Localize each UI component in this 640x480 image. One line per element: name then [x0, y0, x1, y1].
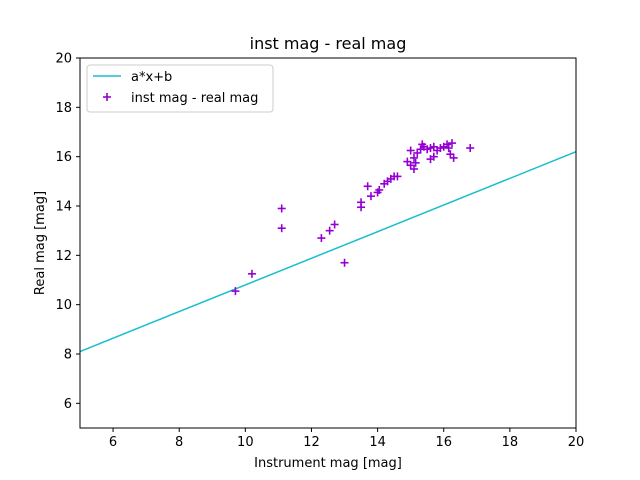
plot-frame — [79, 57, 577, 429]
scatter-point — [277, 224, 286, 233]
chart-title: inst mag - real mag — [250, 34, 407, 53]
y-axis-label: Real mag [mag] — [33, 191, 48, 295]
y-tick-label: 18 — [55, 101, 72, 116]
y-tick-label: 10 — [55, 298, 72, 313]
scatter-point — [375, 185, 384, 194]
y-tick-label: 8 — [64, 348, 72, 363]
scatter-point — [330, 220, 339, 229]
scatter-point — [277, 204, 286, 213]
x-tick-label: 20 — [568, 435, 585, 450]
scatter-point — [317, 234, 326, 243]
scatter-point — [340, 258, 349, 267]
scatter-point — [443, 140, 452, 149]
series-layer — [80, 139, 576, 353]
x-tick-label: 12 — [303, 435, 320, 450]
y-axis: 6 8 10 12 14 16 18 20 — [55, 52, 80, 412]
y-tick-label: 14 — [55, 200, 72, 215]
scatter-point — [357, 198, 366, 207]
x-tick-label: 18 — [502, 435, 519, 450]
y-tick-label: 6 — [64, 397, 72, 412]
scatter-point — [393, 172, 402, 181]
scatter-point — [247, 269, 256, 278]
legend-label-scatter: inst mag - real mag — [131, 91, 258, 106]
legend-marker-swatch — [103, 93, 111, 101]
scatter-point — [231, 287, 240, 296]
x-tick-label: 8 — [175, 435, 183, 450]
legend-box — [86, 64, 274, 113]
y-tick-label: 16 — [55, 150, 72, 165]
scatter-point — [409, 165, 418, 173]
scatter-point — [466, 144, 475, 153]
scatter-point — [363, 182, 372, 191]
scatter-point — [409, 153, 418, 162]
legend-label-line: a*x+b — [131, 70, 172, 85]
legend: a*x+b inst mag - real mag — [86, 64, 274, 113]
scatter-point — [448, 139, 456, 148]
y-tick-label: 12 — [55, 249, 72, 264]
x-axis: 6 8 10 12 14 16 18 20 — [109, 428, 584, 450]
scatter-point — [366, 192, 375, 201]
fit-line — [80, 151, 576, 353]
x-tick-label: 14 — [369, 435, 386, 450]
x-tick-label: 16 — [435, 435, 452, 450]
scatter-point — [411, 158, 420, 167]
scatter-point — [325, 226, 334, 235]
x-axis-label: Instrument mag [mag] — [254, 456, 402, 471]
x-tick-label: 6 — [109, 435, 117, 450]
scatter-point — [444, 144, 453, 153]
y-tick-label: 20 — [55, 52, 72, 67]
x-tick-label: 10 — [237, 435, 254, 450]
scatter-point — [449, 153, 458, 162]
scatter-point — [429, 152, 438, 161]
scatter-point — [406, 146, 415, 155]
